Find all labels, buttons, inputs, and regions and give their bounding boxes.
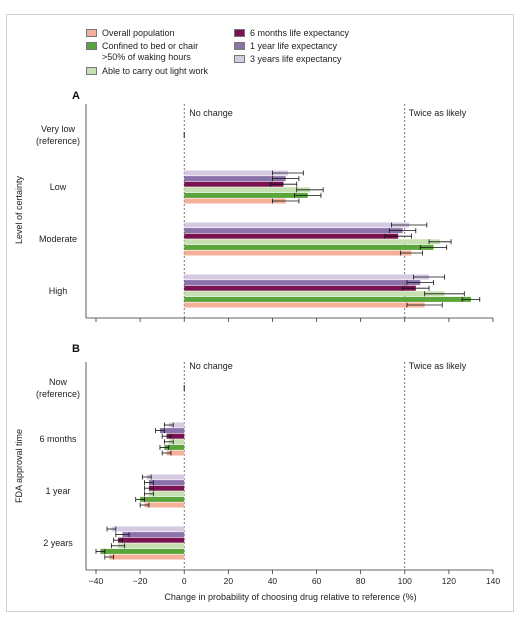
legend-label-6months: 6 months life expectancy bbox=[250, 28, 350, 38]
x-tick-label: 80 bbox=[356, 576, 366, 586]
category-label: 2 years bbox=[43, 538, 73, 548]
category-label: Now bbox=[49, 377, 68, 387]
figure-frame bbox=[6, 14, 514, 612]
legend-label-bed: Confined to bed or chair bbox=[102, 41, 199, 51]
legend-swatch-3years bbox=[234, 55, 245, 63]
bar-y1 bbox=[184, 228, 403, 234]
y-axis-label: Level of certainty bbox=[14, 175, 24, 244]
bar-light bbox=[118, 543, 185, 549]
x-tick-label: 20 bbox=[224, 576, 234, 586]
bar-overall bbox=[184, 198, 286, 204]
panel-label: A bbox=[72, 90, 80, 102]
category-label: Moderate bbox=[39, 234, 77, 244]
panel-B: B FDA approval time No change Twice as like… bbox=[14, 343, 500, 602]
annotation-no-change: No change bbox=[189, 108, 233, 118]
legend-text: Confined to bed or chair >50% of waking h… bbox=[102, 41, 198, 63]
bar-light bbox=[148, 491, 185, 497]
legend-sub-bed: >50% of waking hours bbox=[102, 52, 191, 62]
legend-swatch-light bbox=[86, 67, 97, 75]
bar-bed bbox=[140, 496, 185, 502]
legend-swatch-overall bbox=[86, 29, 97, 37]
bar-y3 bbox=[184, 274, 430, 280]
bar-y3 bbox=[184, 222, 410, 228]
legend-item-light: Able to carry out light work bbox=[86, 66, 208, 77]
x-tick-label: −20 bbox=[133, 576, 148, 586]
bar-m6 bbox=[148, 485, 185, 491]
legend-label-1year: 1 year life expectancy bbox=[250, 41, 338, 51]
annotation-twice: Twice as likely bbox=[409, 361, 467, 371]
bar-overall bbox=[184, 302, 425, 308]
legend-text: 6 months life expectancy bbox=[250, 28, 349, 39]
legend-label-light: Able to carry out light work bbox=[102, 66, 209, 76]
bar-overall bbox=[166, 450, 185, 456]
category-label: (reference) bbox=[36, 389, 80, 399]
panel-A: A Level of certainty No change Twice as lik… bbox=[14, 90, 494, 322]
legend-label-3years: 3 years life expectancy bbox=[250, 54, 342, 64]
category-label: Very low bbox=[41, 124, 76, 134]
bar-y1 bbox=[148, 480, 185, 486]
bar-y1 bbox=[184, 176, 286, 182]
legend-text: 3 years life expectancy bbox=[250, 54, 342, 65]
legend-text: 1 year life expectancy bbox=[250, 41, 337, 52]
annotation-twice: Twice as likely bbox=[409, 108, 467, 118]
bar-bed bbox=[164, 444, 185, 450]
x-tick-label: 120 bbox=[442, 576, 456, 586]
bar-m6 bbox=[184, 233, 399, 239]
bar-bed bbox=[100, 548, 185, 554]
bar-light bbox=[168, 439, 185, 445]
bar-y3 bbox=[146, 474, 185, 480]
legend-swatch-1year bbox=[234, 42, 245, 50]
bar-light bbox=[184, 187, 310, 193]
legend-item-overall: Overall population bbox=[86, 28, 175, 39]
bar-overall bbox=[109, 554, 185, 560]
bar-light bbox=[184, 239, 441, 245]
bar-overall bbox=[184, 250, 412, 256]
bar-m6 bbox=[184, 285, 416, 291]
bar-bed bbox=[184, 296, 471, 302]
bar-m6 bbox=[166, 433, 185, 439]
bar-y3 bbox=[168, 422, 185, 428]
category-label: 1 year bbox=[45, 486, 70, 496]
legend-item-1year: 1 year life expectancy bbox=[234, 41, 337, 52]
category-label: High bbox=[49, 286, 68, 296]
bar-y3 bbox=[111, 526, 185, 532]
category-label: Low bbox=[50, 182, 67, 192]
bar-y3 bbox=[184, 170, 288, 176]
bar-m6 bbox=[118, 537, 185, 543]
legend-text: Overall population bbox=[102, 28, 175, 39]
bar-bed bbox=[184, 192, 308, 198]
x-tick-label: 60 bbox=[312, 576, 322, 586]
x-axis-label: Change in probability of choosing drug r… bbox=[164, 592, 416, 602]
x-tick-label: 100 bbox=[398, 576, 412, 586]
panel-label: B bbox=[72, 343, 80, 355]
bar-bed bbox=[184, 244, 434, 250]
legend-text: Able to carry out light work bbox=[102, 66, 208, 77]
annotation-no-change: No change bbox=[189, 361, 233, 371]
bar-y1 bbox=[184, 280, 421, 286]
legend-swatch-6months bbox=[234, 29, 245, 37]
x-tick-label: 40 bbox=[268, 576, 278, 586]
bar-m6 bbox=[184, 181, 284, 187]
bar-y1 bbox=[122, 532, 185, 538]
legend-label-overall: Overall population bbox=[102, 28, 175, 38]
legend-swatch-bed bbox=[86, 42, 97, 50]
legend-item-3years: 3 years life expectancy bbox=[234, 54, 342, 65]
x-tick-label: 0 bbox=[182, 576, 187, 586]
bar-light bbox=[184, 291, 445, 297]
y-axis-label: FDA approval time bbox=[14, 429, 24, 503]
category-label: (reference) bbox=[36, 136, 80, 146]
category-label: 6 months bbox=[39, 434, 77, 444]
bar-y1 bbox=[159, 428, 185, 434]
x-tick-label: −40 bbox=[89, 576, 104, 586]
bar-overall bbox=[144, 502, 185, 508]
legend-item-6months: 6 months life expectancy bbox=[234, 28, 349, 39]
legend-item-bed: Confined to bed or chair >50% of waking h… bbox=[86, 41, 198, 63]
x-tick-label: 140 bbox=[486, 576, 500, 586]
